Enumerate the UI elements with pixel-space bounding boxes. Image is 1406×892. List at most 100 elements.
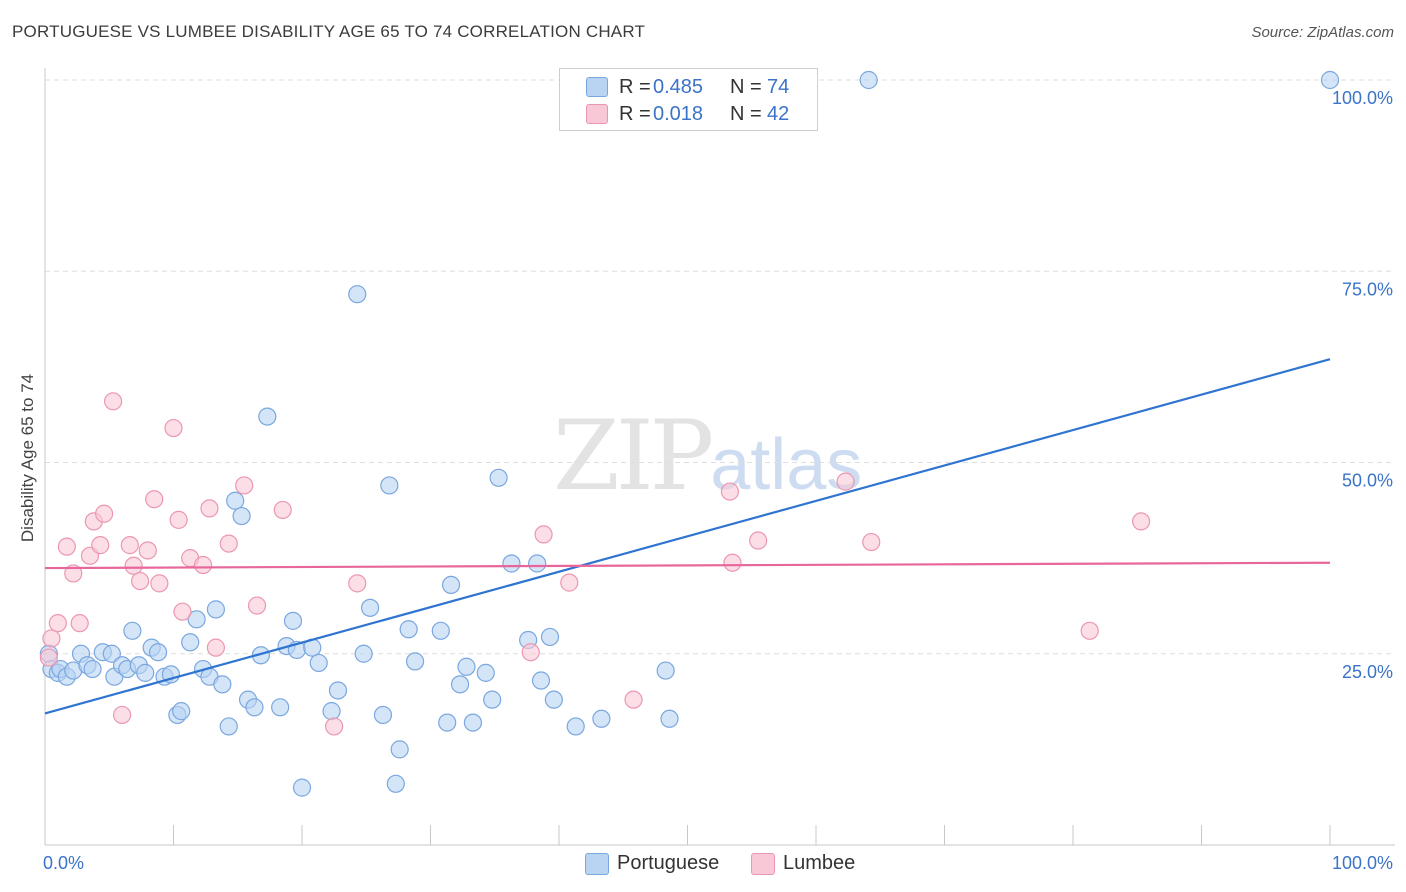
y-tick-label: 100.0% [1332, 88, 1393, 108]
portuguese-point [450, 675, 470, 694]
r-label: R = [619, 76, 651, 98]
lumbee-point [624, 690, 643, 709]
lumbee-point [862, 532, 881, 552]
portuguese-point [502, 554, 521, 573]
lumbee-point [64, 564, 83, 583]
portuguese-point [476, 663, 495, 682]
x-tick-label: 100.0% [1332, 853, 1393, 873]
portuguese-point [441, 575, 461, 595]
x-tick-label: 0.0% [43, 853, 84, 873]
lumbee-point [273, 500, 292, 520]
portuguese-point [148, 643, 168, 662]
lumbee-point [130, 571, 150, 591]
portuguese-point [457, 657, 476, 676]
portuguese-point [206, 600, 226, 619]
lumbee-point [560, 573, 579, 592]
portuguese-point [859, 70, 878, 90]
chart-title: PORTUGUESE VS LUMBEE DISABILITY AGE 65 T… [12, 22, 646, 41]
portuguese-swatch [586, 77, 608, 97]
lumbee-trend-line [44, 561, 1331, 570]
series-legend: Portuguese Lumbee [0, 851, 1406, 877]
legend-row-portuguese: R = 0.485 N = 74 [560, 74, 817, 100]
portuguese-point [292, 778, 312, 797]
portuguese-point [181, 633, 200, 652]
lumbee-point [112, 705, 132, 725]
watermark-zip: ZIP [553, 400, 714, 512]
portuguese-point [123, 621, 142, 640]
portuguese-point [380, 476, 399, 495]
lumbee-point [120, 536, 139, 555]
lumbee-swatch [751, 853, 775, 875]
lumbee-point [534, 525, 553, 544]
lumbee-point [164, 418, 183, 438]
lumbee-point [39, 648, 58, 667]
legend-label: Portuguese [617, 852, 720, 874]
portuguese-point [283, 611, 303, 630]
portuguese-point [213, 675, 232, 694]
lumbee-point [521, 643, 540, 662]
portuguese-point [187, 610, 206, 629]
lumbee-point [104, 392, 123, 411]
portuguese-point [566, 717, 585, 736]
portuguese-point [405, 652, 425, 671]
portuguese-point [528, 554, 547, 573]
lumbee-point [325, 717, 344, 736]
lumbee-point [124, 556, 143, 575]
lumbee-point [348, 574, 367, 593]
portuguese-point [483, 690, 502, 709]
source-label: Source: ZipAtlas.com [1251, 24, 1394, 41]
portuguese-point [1320, 70, 1340, 90]
lumbee-point [173, 602, 192, 621]
portuguese-point [438, 713, 457, 732]
portuguese-point [592, 709, 611, 728]
y-tick-label: 75.0% [1342, 279, 1393, 299]
n-label: N = [730, 76, 762, 98]
portuguese-point [271, 698, 290, 717]
portuguese-point [399, 620, 418, 639]
portuguese-point [348, 285, 367, 304]
lumbee-point [70, 614, 89, 633]
y-tick-label: 50.0% [1342, 471, 1393, 491]
portuguese-point [431, 621, 450, 640]
y-tick-label: 25.0% [1342, 662, 1393, 682]
lumbee-point [138, 541, 157, 560]
lumbee-point [150, 574, 169, 593]
portuguese-point [531, 671, 551, 690]
lumbee-point [57, 537, 76, 556]
portuguese-point [258, 407, 277, 426]
portuguese-point [660, 709, 679, 728]
y-axis-title: Disability Age 65 to 74 [18, 374, 37, 542]
lumbee-point [219, 534, 238, 553]
lumbee-point [749, 531, 768, 550]
lumbee-point [235, 476, 254, 495]
portuguese-point [328, 681, 348, 700]
portuguese-point [83, 659, 102, 679]
lumbee-point [1132, 512, 1151, 531]
r-value: 0.018 [653, 103, 704, 125]
portuguese-swatch [585, 853, 609, 875]
r-value: 0.485 [653, 76, 704, 98]
legend-row-lumbee: R = 0.018 N = 42 [560, 101, 817, 127]
portuguese-point [373, 705, 393, 725]
portuguese-point [245, 698, 264, 717]
lumbee-point [206, 638, 226, 657]
r-label: R = [619, 103, 651, 125]
portuguese-point [540, 627, 560, 647]
portuguese-point [219, 717, 238, 736]
n-value: 42 [767, 103, 790, 125]
portuguese-point [354, 644, 373, 663]
watermark: ZIPatlas [553, 400, 862, 512]
lumbee-point [169, 510, 188, 529]
lumbee-point [720, 482, 740, 501]
portuguese-point [232, 506, 251, 526]
portuguese-point [390, 740, 409, 759]
lumbee-point [723, 553, 742, 572]
portuguese-point [309, 653, 328, 673]
lumbee-point [200, 499, 219, 518]
portuguese-point [544, 690, 563, 709]
portuguese-point [102, 644, 121, 663]
portuguese-point [489, 468, 508, 487]
lumbee-point [247, 596, 267, 615]
portuguese-point [322, 702, 341, 721]
